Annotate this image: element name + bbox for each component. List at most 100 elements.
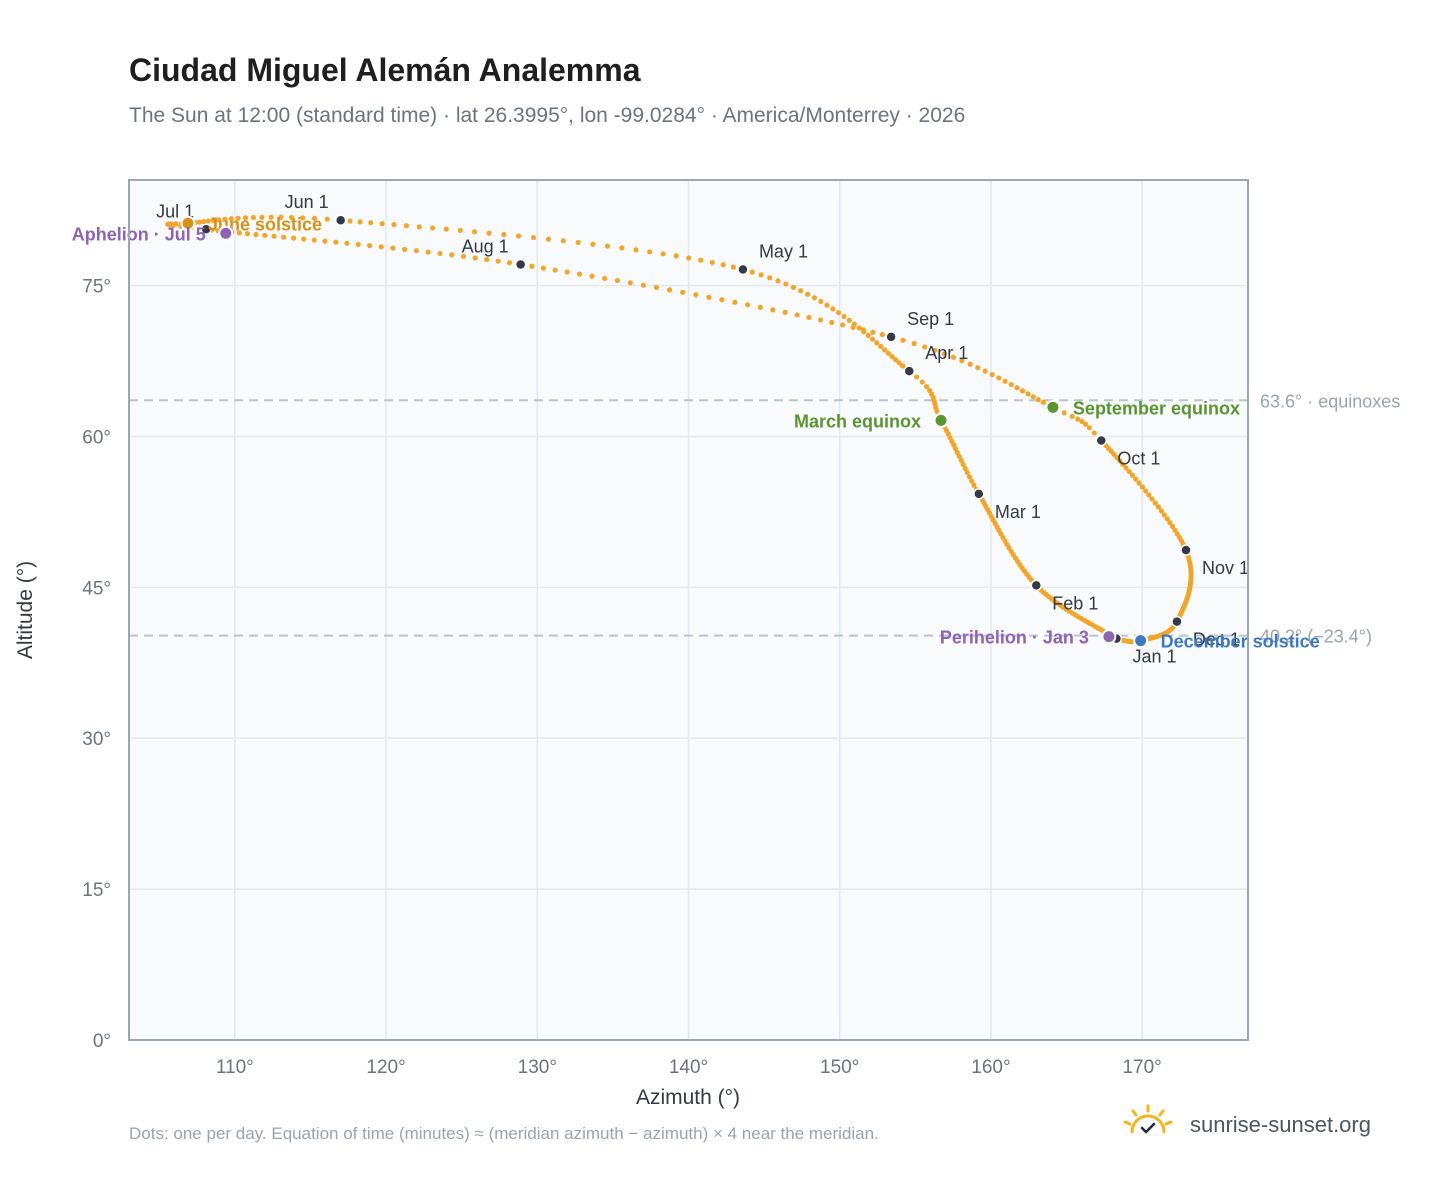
daily-sun-dot	[1167, 520, 1173, 526]
y-tick-label: 15°	[82, 880, 111, 901]
y-tick-label: 60°	[82, 427, 111, 448]
daily-sun-dot	[794, 312, 800, 318]
event-marker-dot	[1133, 633, 1149, 649]
daily-sun-dot	[1164, 516, 1170, 522]
daily-sun-dot	[960, 461, 966, 468]
daily-sun-dot	[1075, 416, 1081, 422]
daily-sun-dot	[932, 347, 938, 353]
daily-sun-dot	[244, 231, 251, 237]
month-marker-dot	[903, 365, 916, 377]
daily-sun-dot	[893, 357, 899, 363]
daily-sun-dot	[495, 258, 501, 264]
daily-sun-dot	[1020, 388, 1026, 394]
event-label: Perihelion · Jan 3	[940, 628, 1089, 648]
daily-sun-dot	[818, 298, 824, 305]
daily-sun-dot	[954, 449, 960, 456]
daily-sun-dot	[1061, 410, 1067, 416]
month-marker-label: Mar 1	[995, 502, 1041, 522]
daily-sun-dot	[403, 223, 410, 229]
month-marker-label: Jul 1	[156, 201, 194, 221]
daily-sun-dot	[235, 215, 241, 221]
daily-sun-dot	[604, 243, 611, 249]
daily-sun-dot	[355, 241, 361, 248]
daily-sun-dot	[437, 250, 443, 257]
daily-sun-dot	[830, 306, 836, 312]
event-label: December solstice	[1161, 632, 1320, 652]
daily-sun-dot	[1139, 484, 1145, 490]
daily-sun-dot	[242, 215, 249, 221]
daily-sun-dot	[982, 368, 988, 374]
daily-sun-dot	[540, 265, 546, 271]
daily-sun-dot	[680, 289, 686, 295]
daily-sun-dot	[720, 262, 726, 268]
y-tick-label: 0°	[93, 1031, 111, 1052]
daily-sun-dot	[614, 277, 621, 284]
daily-sun-dot	[698, 257, 704, 263]
month-markers: Jan 1 Feb 1 Mar 1 Apr 1 May 1 Jun 1 Jul 1 Aug 1…	[156, 192, 1249, 666]
daily-sun-dot	[865, 332, 871, 339]
month-marker-label: Dec 1	[1193, 630, 1240, 650]
daily-sun-dot	[959, 358, 965, 364]
daily-sun-dot	[653, 284, 660, 291]
daily-sun-dot	[869, 336, 876, 342]
month-marker-dot	[973, 488, 985, 500]
daily-sun-dot	[1117, 458, 1123, 464]
daily-sun-dot	[874, 340, 880, 346]
daily-sun-dot	[1008, 381, 1014, 388]
brand[interactable]: sunrise-sunset.org	[1120, 1102, 1400, 1146]
daily-sun-dot	[250, 214, 257, 221]
month-marker-dot	[200, 223, 212, 236]
daily-sun-dot	[501, 231, 507, 238]
chart-title: Ciudad Miguel Alemán Analemma	[129, 52, 641, 88]
daily-sun-dot	[757, 304, 763, 310]
daily-sun-dot	[290, 235, 297, 241]
daily-sun-dot	[798, 288, 804, 294]
event-marker-dot	[180, 215, 196, 231]
daily-sun-dot	[666, 287, 673, 293]
daily-sun-dot	[640, 282, 646, 288]
daily-sun-dot	[368, 220, 374, 226]
x-tick-label: 170°	[1122, 1057, 1161, 1078]
y-tick-label: 75°	[82, 277, 111, 298]
daily-sun-dot	[673, 253, 679, 259]
daily-sun-dot	[216, 217, 222, 223]
daily-sun-dot	[222, 216, 228, 222]
month-marker-dot	[885, 331, 897, 343]
daily-sun-dot	[956, 453, 962, 460]
event-label: September equinox	[1073, 398, 1240, 418]
daily-sun-dot	[745, 302, 751, 308]
daily-sun-dot	[545, 236, 552, 242]
daily-sun-dot	[730, 264, 737, 270]
x-tick-label: 120°	[366, 1057, 405, 1078]
daily-sun-dot	[430, 225, 436, 231]
daily-sun-dot	[378, 244, 384, 250]
daily-sun-dot	[923, 383, 930, 390]
month-marker-label: Sep 1	[907, 309, 954, 329]
chart-subtitle: The Sun at 12:00 (standard time) · lat 2…	[129, 104, 966, 127]
daily-sun-dot	[896, 360, 902, 366]
daily-sun-dot	[575, 239, 581, 246]
daily-sun-dot	[1136, 480, 1142, 486]
daily-sun-dot	[196, 219, 202, 225]
month-marker-dot	[737, 263, 749, 276]
daily-sun-dot	[619, 245, 625, 251]
daily-sun-dot	[416, 224, 422, 230]
x-tick-label: 150°	[820, 1057, 859, 1078]
daily-sun-dot	[782, 309, 788, 315]
daily-sun-dot	[749, 269, 755, 275]
daily-sun-dot	[989, 371, 995, 378]
month-marker-label: Apr 1	[925, 343, 968, 363]
y-axis-label: Altitude (°)	[14, 561, 37, 659]
daily-sun-dot	[811, 295, 818, 301]
daily-sun-dot	[846, 317, 852, 323]
month-marker-dot	[1030, 579, 1043, 592]
reference-line-label: 63.6° · equinoxes	[1260, 391, 1400, 411]
daily-sun-dot	[627, 280, 633, 286]
daily-sun-dot	[200, 219, 207, 225]
daily-sun-dot	[367, 243, 373, 249]
month-marker-dot	[1180, 544, 1192, 556]
daily-sun-dot	[971, 482, 977, 488]
daily-sun-dot	[278, 214, 284, 220]
daily-sun-dot	[919, 379, 925, 385]
month-marker-label: May 1	[759, 242, 808, 262]
